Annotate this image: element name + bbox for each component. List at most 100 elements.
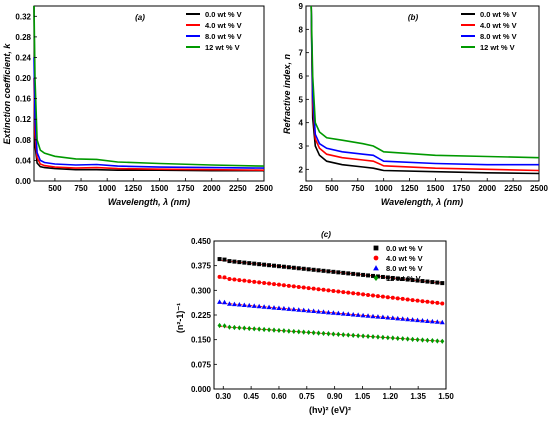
fit-line-4	[219, 326, 443, 342]
data-point	[425, 299, 430, 304]
y-tick-label: 0.225	[191, 311, 212, 320]
data-point	[336, 289, 341, 294]
data-point	[281, 264, 286, 269]
data-point	[242, 278, 247, 283]
data-point	[296, 266, 301, 271]
data-point	[365, 313, 371, 318]
series-line-3	[310, 5, 539, 166]
data-point	[430, 338, 435, 344]
data-point	[276, 305, 282, 311]
data-point	[272, 327, 277, 333]
data-point	[336, 270, 341, 275]
data-point	[434, 319, 440, 324]
data-point	[366, 333, 371, 339]
data-point	[385, 275, 390, 280]
legend-marker	[373, 265, 379, 271]
data-point	[405, 297, 410, 302]
x-tick-label: 2000	[478, 184, 496, 193]
y-tick-label: 0.08	[15, 136, 31, 145]
data-point	[257, 262, 262, 267]
legend-entry: 12 wt % V	[480, 43, 515, 52]
data-point	[276, 327, 281, 334]
data-point	[321, 309, 327, 314]
data-point	[217, 299, 223, 304]
data-point	[247, 279, 252, 284]
data-point	[425, 337, 430, 343]
data-point	[217, 257, 222, 262]
fit-line-2	[219, 277, 443, 304]
x-tick-label: 1000	[375, 184, 393, 193]
data-point	[350, 311, 356, 317]
data-point	[366, 273, 371, 278]
fit-line-3	[219, 302, 443, 323]
data-point	[251, 303, 257, 308]
data-point	[326, 269, 331, 274]
data-point	[325, 309, 331, 315]
legend-marker	[373, 275, 379, 281]
data-point	[247, 325, 252, 332]
data-point	[321, 268, 326, 273]
data-point	[415, 278, 420, 283]
data-point	[390, 335, 395, 341]
data-point	[326, 288, 331, 293]
legend-entry: 4.0 wt % V	[480, 21, 517, 30]
panel-c-ylabel: (n²-1)⁻¹	[175, 303, 185, 333]
legend-entry: 4.0 wt % V	[386, 254, 423, 263]
x-tick-label: 500	[48, 184, 62, 193]
y-tick-label: 0.000	[191, 385, 212, 394]
data-point	[311, 267, 316, 272]
legend-entry: 0.0 wt % V	[386, 244, 423, 253]
data-point	[424, 318, 430, 323]
data-point	[262, 280, 267, 285]
data-point	[257, 326, 262, 332]
data-point	[276, 264, 281, 269]
series-line-1	[310, 5, 540, 175]
data-point	[227, 276, 232, 281]
data-point	[435, 300, 440, 305]
data-point	[400, 296, 405, 301]
y-tick-label: 0.16	[15, 95, 31, 104]
y-tick-label: 8	[299, 25, 304, 34]
data-point	[237, 278, 242, 283]
x-tick-label: 500	[325, 184, 339, 193]
data-point	[410, 278, 415, 283]
data-point	[286, 306, 292, 311]
panel-c-xlabel: (hν)² (eV)²	[309, 405, 351, 415]
legend-entry: 0.0 wt % V	[205, 10, 242, 19]
data-point	[361, 292, 366, 297]
y-tick-label: 0.32	[15, 12, 31, 21]
data-point	[330, 310, 336, 315]
data-point	[366, 292, 371, 297]
data-point	[321, 330, 326, 337]
x-tick-label: 0.75	[299, 392, 315, 401]
data-point	[390, 315, 396, 320]
panel-b-xlabel: Wavelength, λ (nm)	[381, 197, 463, 207]
data-point	[380, 314, 386, 320]
series-line-3	[33, 57, 265, 169]
y-tick-label: 0.28	[15, 33, 31, 42]
data-point	[291, 306, 297, 312]
series-line-4	[310, 5, 540, 159]
fit-line-1	[219, 259, 443, 284]
data-point	[410, 317, 416, 322]
data-point	[435, 338, 440, 344]
data-point	[420, 279, 425, 284]
x-tick-label: 1750	[177, 184, 195, 193]
data-point	[306, 329, 311, 336]
data-point	[326, 331, 331, 337]
y-tick-label: 0.20	[15, 74, 31, 83]
x-tick-label: 1500	[151, 184, 169, 193]
data-point	[410, 336, 415, 342]
data-point	[286, 265, 291, 270]
x-tick-label: 0.90	[327, 392, 343, 401]
data-point	[262, 262, 267, 267]
panel-a-xlabel: Wavelength, λ (nm)	[108, 197, 190, 207]
data-point	[227, 259, 232, 264]
series-line-1	[33, 5, 264, 172]
data-point	[335, 310, 341, 316]
y-tick-label: 0.04	[15, 156, 31, 165]
data-point	[356, 333, 361, 339]
data-point	[375, 294, 380, 299]
panel-a: (a) 500 750 1000 1250 1500 1750 2000 2250 2500 0…	[2, 5, 273, 207]
data-point	[361, 333, 366, 339]
